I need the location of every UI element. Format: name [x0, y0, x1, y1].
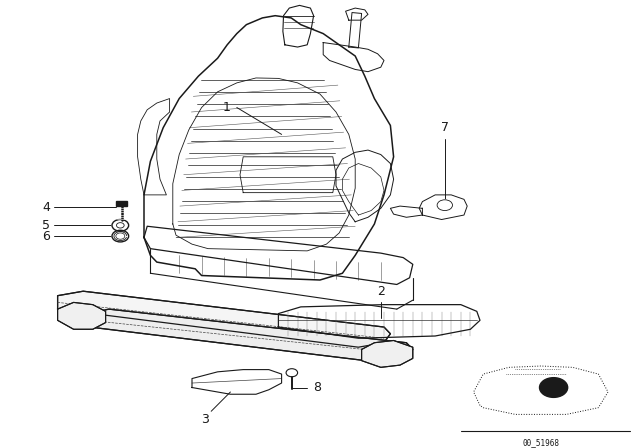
- Bar: [116, 201, 127, 206]
- Polygon shape: [58, 302, 106, 329]
- Text: 6: 6: [42, 229, 50, 243]
- Text: 3: 3: [201, 413, 209, 426]
- Circle shape: [286, 369, 298, 377]
- Text: 8: 8: [314, 381, 322, 394]
- Text: 00_51968: 00_51968: [522, 438, 559, 447]
- Circle shape: [540, 378, 568, 397]
- Polygon shape: [362, 340, 413, 367]
- Text: 7: 7: [441, 121, 449, 134]
- Polygon shape: [90, 309, 413, 363]
- Circle shape: [437, 200, 452, 211]
- Circle shape: [112, 230, 129, 242]
- Polygon shape: [58, 291, 390, 347]
- Text: 5: 5: [42, 219, 50, 232]
- Text: 2: 2: [377, 285, 385, 298]
- Text: 1: 1: [223, 101, 230, 114]
- Circle shape: [112, 220, 129, 231]
- Text: 4: 4: [42, 201, 50, 214]
